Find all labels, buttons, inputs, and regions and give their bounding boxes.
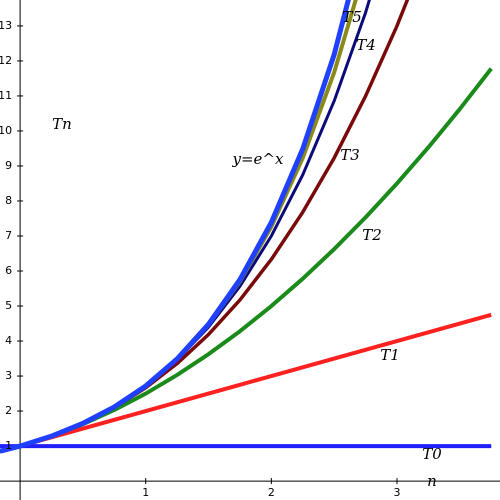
- y-tick-label: 6: [5, 264, 12, 277]
- y-tick-label: 1: [5, 439, 12, 452]
- curve-label: T2: [362, 226, 382, 244]
- y-tick-label: 7: [5, 229, 12, 242]
- y-tick-label: 11: [0, 89, 12, 102]
- curve-label: T4: [356, 36, 376, 54]
- y-tick-label: 12: [0, 54, 12, 67]
- y-axis-label: Tn: [52, 115, 72, 133]
- y-tick-label: 3: [5, 369, 12, 382]
- y-tick-label: 9: [5, 159, 12, 172]
- x-axis-label: n: [427, 472, 437, 490]
- curve: [0, 312, 492, 454]
- y-tick-label: 5: [5, 299, 12, 312]
- y-tick-label: 8: [5, 194, 12, 207]
- y-tick-label: 4: [5, 334, 12, 347]
- y-tick-label: 2: [5, 404, 12, 417]
- curve: [0, 0, 351, 454]
- x-tick-label: 3: [393, 486, 400, 499]
- curve-label: T0: [422, 445, 442, 463]
- y-tick-label: 13: [0, 19, 12, 32]
- curve-label: T3: [340, 146, 360, 164]
- curve-label: T5: [342, 8, 362, 26]
- curve-label: T1: [380, 346, 400, 364]
- curve-label: y=e^x: [232, 150, 284, 168]
- x-tick-label: 1: [142, 486, 149, 499]
- y-tick-label: 10: [0, 124, 12, 137]
- curve: [0, 67, 493, 454]
- x-tick-label: 2: [268, 486, 275, 499]
